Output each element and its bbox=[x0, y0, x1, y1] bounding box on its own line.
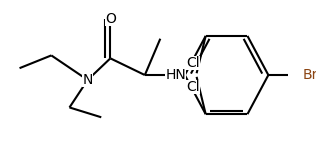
Text: O: O bbox=[105, 12, 116, 26]
Text: HN: HN bbox=[165, 68, 186, 82]
Text: Br: Br bbox=[302, 68, 316, 82]
Text: N: N bbox=[82, 73, 93, 87]
Text: Cl: Cl bbox=[186, 80, 200, 94]
Text: Cl: Cl bbox=[186, 56, 200, 70]
